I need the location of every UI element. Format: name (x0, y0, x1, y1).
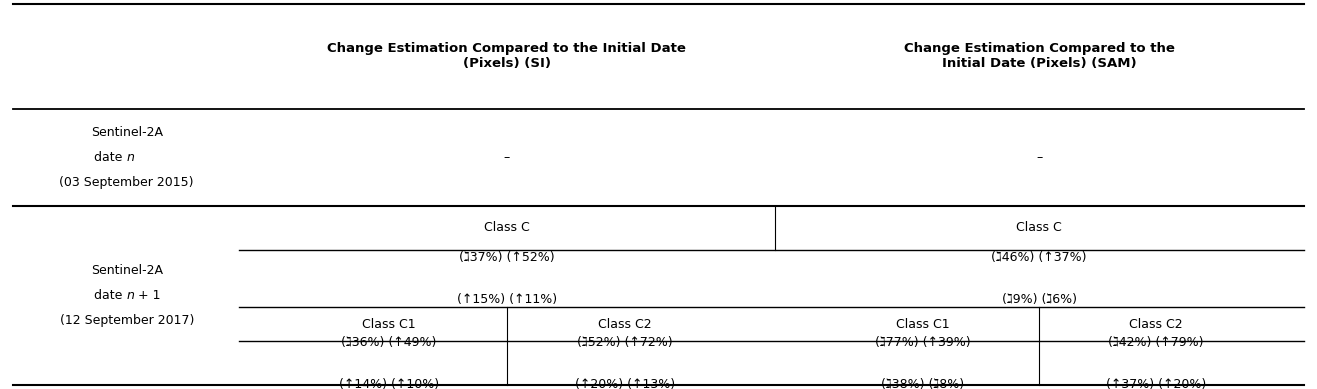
Text: Class C1: Class C1 (362, 317, 416, 331)
Text: –: – (1036, 151, 1042, 164)
Text: n: n (126, 289, 134, 302)
Text: (ℷ52%) (↑72%): (ℷ52%) (↑72%) (577, 336, 673, 349)
Text: (↑14%) (↑10%): (↑14%) (↑10%) (338, 378, 439, 389)
Text: Class C2: Class C2 (598, 317, 652, 331)
Text: n: n (126, 151, 134, 164)
Text: (↑15%) (↑11%): (↑15%) (↑11%) (457, 293, 557, 306)
Text: (ℷ38%) (ℷ8%): (ℷ38%) (ℷ8%) (881, 378, 964, 389)
Text: –: – (503, 151, 510, 164)
Text: + 1: + 1 (134, 289, 161, 302)
Text: date: date (95, 151, 126, 164)
Text: Class C: Class C (1017, 221, 1062, 234)
Text: date: date (95, 289, 126, 302)
Text: (ℷ9%) (ℷ6%): (ℷ9%) (ℷ6%) (1002, 293, 1077, 306)
Text: (ℷ42%) (↑79%): (ℷ42%) (↑79%) (1108, 336, 1204, 349)
Text: (↑37%) (↑20%): (↑37%) (↑20%) (1105, 378, 1206, 389)
Text: (ℷ37%) (↑52%): (ℷ37%) (↑52%) (460, 251, 554, 264)
Text: (12 September 2017): (12 September 2017) (59, 314, 194, 327)
Text: (ℷ46%) (↑37%): (ℷ46%) (↑37%) (992, 251, 1087, 264)
Text: (ℷ36%) (↑49%): (ℷ36%) (↑49%) (341, 336, 437, 349)
Text: Change Estimation Compared to the
Initial Date (Pixels) (SAM): Change Estimation Compared to the Initia… (903, 42, 1175, 70)
Text: (03 September 2015): (03 September 2015) (59, 175, 194, 189)
Text: Change Estimation Compared to the Initial Date
(Pixels) (SI): Change Estimation Compared to the Initia… (328, 42, 686, 70)
Text: (↑20%) (↑13%): (↑20%) (↑13%) (574, 378, 674, 389)
Text: Sentinel-2A: Sentinel-2A (91, 126, 163, 139)
Text: (ℷ77%) (↑39%): (ℷ77%) (↑39%) (874, 336, 971, 349)
Text: Class C1: Class C1 (896, 317, 950, 331)
Text: Class C: Class C (483, 221, 529, 234)
Text: Class C2: Class C2 (1129, 317, 1183, 331)
Text: Sentinel-2A: Sentinel-2A (91, 264, 163, 277)
